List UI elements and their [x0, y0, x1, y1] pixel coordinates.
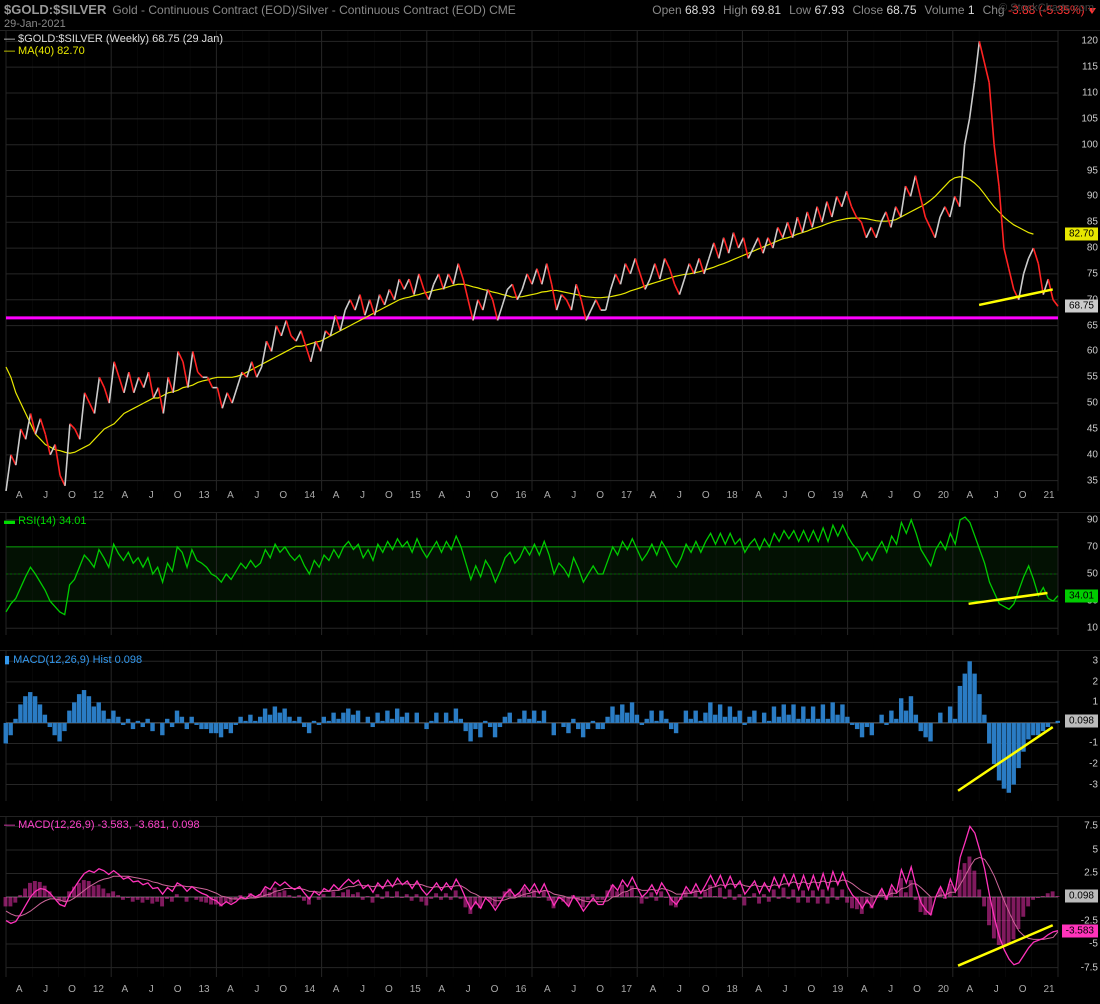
macd-chart [0, 817, 1100, 977]
price-panel: — $GOLD:$SILVER (Weekly) 68.75 (29 Jan) … [0, 30, 1100, 490]
macd-panel: — MACD(12,26,9) -3.583, -3.681, 0.098 -7… [0, 816, 1100, 976]
chart-header: $GOLD:$SILVER Gold - Continuous Contract… [4, 2, 1096, 18]
x-axis-upper: AJO12AJO13AJO14AJO15AJO16AJO17AJO18AJO19… [6, 490, 1062, 506]
symbol: $GOLD:$SILVER [4, 2, 106, 17]
macd-hist-panel: ▮ MACD(12,26,9) Hist 0.098 -3-2-101230.0… [0, 650, 1100, 800]
macd-hist-legend: ▮ MACD(12,26,9) Hist 0.098 [4, 653, 142, 666]
rsi-legend: ▬ RSI(14) 34.01 [4, 515, 87, 527]
price-legend-1: — $GOLD:$SILVER (Weekly) 68.75 (29 Jan) … [4, 33, 223, 57]
symbol-description: Gold - Continuous Contract (EOD)/Silver … [112, 3, 515, 17]
macd-legend: — MACD(12,26,9) -3.583, -3.681, 0.098 [4, 819, 200, 831]
rsi-panel: ▬ RSI(14) 34.01 103050709034.01 [0, 512, 1100, 634]
x-axis-lower: AJO12AJO13AJO14AJO15AJO16AJO17AJO18AJO19… [6, 984, 1062, 1000]
rsi-chart [0, 513, 1100, 635]
macd-hist-chart [0, 651, 1100, 801]
price-chart [0, 31, 1100, 491]
chart-date: 29-Jan-2021 [4, 18, 66, 30]
attribution: © StockCharts.com [999, 2, 1094, 14]
